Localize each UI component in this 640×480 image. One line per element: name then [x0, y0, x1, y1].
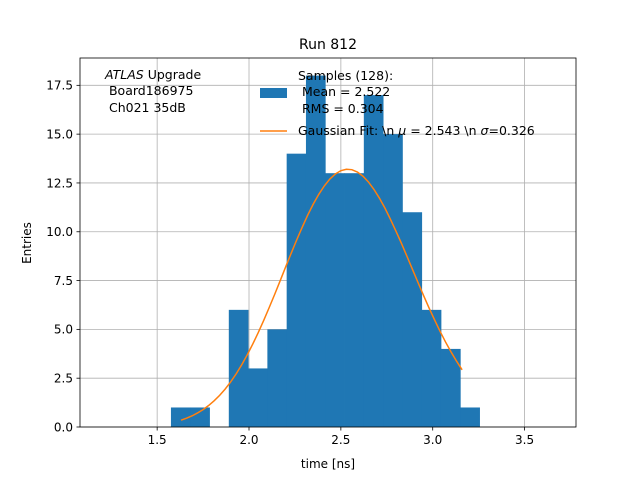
legend-histogram-swatch — [260, 88, 287, 98]
histogram-bar-14 — [440, 348, 461, 427]
y-tick-label-6: 15.0 — [46, 127, 73, 141]
histogram-bar-6 — [286, 153, 307, 427]
legend: Samples (128): Mean = 2.522 RMS = 0.304 … — [260, 68, 535, 138]
histogram-bar-12 — [402, 212, 423, 427]
histogram-bar-15 — [460, 407, 480, 427]
legend-histogram-line-1: Samples (128): — [298, 68, 393, 83]
x-tick-label-1: 2.0 — [239, 433, 258, 447]
histogram-bar-10 — [363, 95, 384, 427]
histogram-bar-1 — [190, 407, 210, 427]
y-tick-label-1: 2.5 — [54, 371, 73, 385]
annotation-line-2: Board186975 — [105, 83, 193, 98]
legend-histogram-line-3: RMS = 0.304 — [298, 101, 384, 116]
histogram-bar-9 — [344, 173, 365, 427]
legend-fit-prefix: Gaussian Fit: \n — [298, 123, 398, 138]
histogram-bar-0 — [170, 407, 191, 427]
y-tick-label-0: 0.0 — [54, 420, 73, 434]
annotation-atlas-italic: ATLAS — [104, 67, 144, 82]
histogram-bar-5 — [267, 329, 288, 427]
histogram-bars — [170, 75, 480, 428]
x-tick-label-0: 1.5 — [148, 433, 167, 447]
histogram-bar-4 — [248, 368, 268, 427]
annotation-line-3: Ch021 35dB — [105, 100, 186, 115]
y-tick-label-4: 10.0 — [46, 225, 73, 239]
y-tick-label-7: 17.5 — [46, 79, 73, 93]
histogram-bar-11 — [383, 134, 403, 427]
legend-fit-sigma-value: =0.326 — [488, 123, 534, 138]
x-tick-label-3: 3.0 — [423, 433, 442, 447]
atlas-annotation: ATLAS Upgrade Board186975 Ch021 35dB — [104, 67, 201, 115]
legend-histogram-line-2: Mean = 2.522 — [298, 84, 390, 99]
x-tick-label-4: 3.5 — [515, 433, 534, 447]
y-axis-ticks: 0.0 2.5 5.0 7.5 10.0 12.5 15.0 17.5 — [46, 79, 80, 434]
x-axis-label: time [ns] — [301, 457, 355, 471]
legend-fit-sigma: σ — [481, 123, 490, 138]
y-tick-label-3: 7.5 — [54, 274, 73, 288]
annotation-line-1: ATLAS Upgrade — [104, 67, 201, 82]
y-tick-label-2: 5.0 — [54, 323, 73, 337]
plot-frame — [79, 57, 577, 428]
legend-fit-mu-value: = 2.543 \n — [406, 123, 480, 138]
histogram-bar-8 — [325, 173, 345, 427]
y-axis-label: Entries — [20, 222, 34, 264]
x-tick-label-2: 2.5 — [331, 433, 350, 447]
legend-fit-label: Gaussian Fit: \n μ = 2.543 \n σ=0.326 — [298, 123, 535, 138]
histogram-bar-13 — [421, 309, 442, 427]
y-tick-label-5: 12.5 — [46, 176, 73, 190]
legend-fit-mu: μ — [397, 123, 406, 138]
histogram-bar-7 — [305, 75, 326, 428]
chart-title: Run 812 — [299, 37, 357, 53]
annotation-upgrade: Upgrade — [144, 67, 202, 82]
x-axis-ticks: 1.5 2.0 2.5 3.0 3.5 — [148, 427, 534, 447]
gaussian-fit-line — [180, 168, 463, 421]
